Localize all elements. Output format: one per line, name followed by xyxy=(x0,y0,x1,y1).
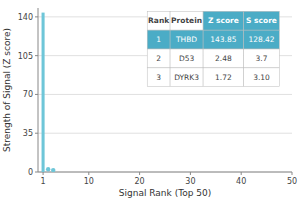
table-header: S score xyxy=(246,16,277,25)
table-text: 1.72 xyxy=(215,73,232,82)
grid xyxy=(38,17,292,172)
x-tick-label: 50 xyxy=(287,177,297,186)
table-cell xyxy=(170,49,203,68)
table-cell xyxy=(244,68,280,87)
table-header: Z score xyxy=(208,16,239,25)
y-tick-label: 35 xyxy=(23,129,33,138)
table-cell xyxy=(203,49,244,68)
table-cell xyxy=(203,11,244,30)
x-axis-line xyxy=(38,172,292,173)
x-tick-label: 10 xyxy=(84,177,94,186)
table-text: 1 xyxy=(156,35,161,44)
table-cell xyxy=(244,11,280,30)
grid-line xyxy=(38,94,292,95)
table: RankProtein Z score S score 1 THBD 143.85 128.… xyxy=(147,11,279,86)
table-text: 3.7 xyxy=(256,54,268,63)
table-cell xyxy=(203,68,244,87)
table-cell xyxy=(203,30,244,49)
marks xyxy=(42,13,56,172)
table-cell xyxy=(244,49,280,68)
y-tick-label: 70 xyxy=(23,90,33,99)
table-header: Rank xyxy=(148,16,170,25)
table-cell xyxy=(170,30,203,49)
table-header: Protein xyxy=(171,16,202,25)
table-text: 2 xyxy=(156,54,161,63)
table-cell xyxy=(170,11,203,30)
table-cell xyxy=(244,30,280,49)
table-text: D53 xyxy=(179,54,195,63)
table-text: 3 xyxy=(156,73,161,82)
table-text: DYRK3 xyxy=(174,73,199,82)
x-axis-label: Signal Rank (Top 50) xyxy=(119,188,211,198)
x-tick-label: 30 xyxy=(185,177,195,186)
point xyxy=(51,168,55,172)
table-cell xyxy=(147,11,170,30)
y-axis-label: Strength of Signal (Z score) xyxy=(2,28,12,152)
y-tick-label: 105 xyxy=(18,52,33,61)
grid-line xyxy=(38,172,292,173)
table-text: 128.42 xyxy=(248,35,274,44)
y-tick-label: 140 xyxy=(18,13,33,22)
table-cell xyxy=(147,49,170,68)
table-cell xyxy=(147,68,170,87)
y-axis-line xyxy=(38,8,39,172)
table-cell xyxy=(147,30,170,49)
y-tick-label: 0 xyxy=(28,168,33,177)
table-text: 143.85 xyxy=(210,35,236,44)
bar xyxy=(42,13,45,172)
x-tick-label: 1 xyxy=(41,177,46,186)
chart: 0 35 70 105 140 1 10 20 30 40 50 Signal Rank (Top 5… xyxy=(0,0,300,200)
x-tick-label: 40 xyxy=(236,177,246,186)
grid-line xyxy=(38,133,292,134)
table-text: 2.48 xyxy=(215,54,232,63)
point xyxy=(46,167,50,171)
table-text: 3.10 xyxy=(253,73,270,82)
table-text: THBD xyxy=(175,35,197,44)
table-cell xyxy=(170,68,203,87)
x-tick-label: 20 xyxy=(135,177,145,186)
